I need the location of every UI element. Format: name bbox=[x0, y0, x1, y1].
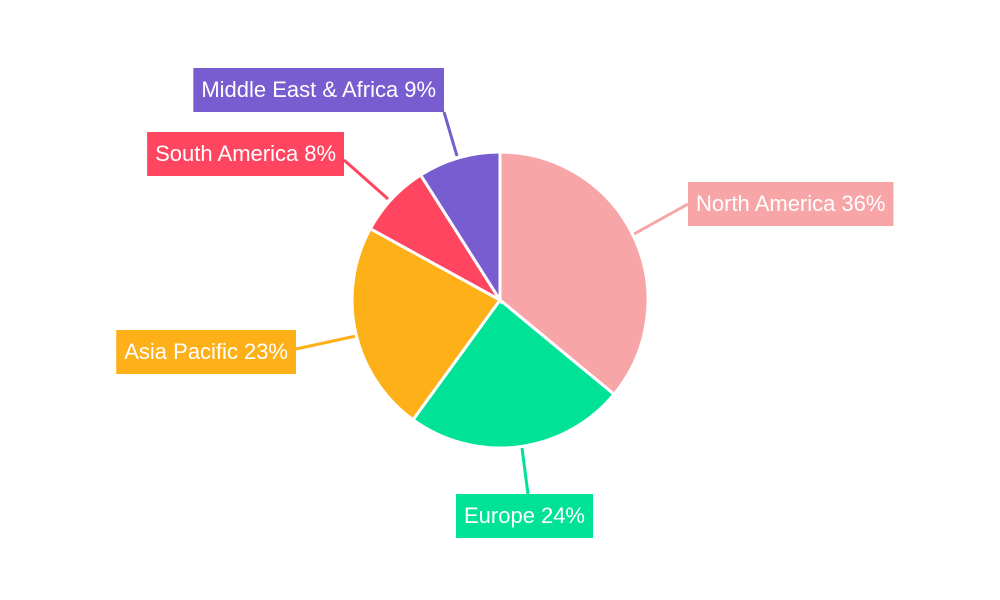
label-category: South America bbox=[155, 141, 299, 166]
slices bbox=[350, 150, 650, 450]
slice-label: Middle East & Africa 9% bbox=[193, 68, 444, 112]
label-connector bbox=[633, 202, 689, 236]
label-category: North America bbox=[696, 191, 836, 216]
label-category: Middle East & Africa bbox=[201, 77, 399, 102]
label-value: 9% bbox=[404, 77, 436, 102]
slice-label: North America 36% bbox=[688, 182, 894, 226]
label-value: 8% bbox=[304, 141, 336, 166]
label-box bbox=[456, 494, 593, 538]
label-text: North America 36% bbox=[696, 191, 885, 216]
label-value: 23% bbox=[244, 339, 288, 364]
pie-slice bbox=[410, 297, 617, 450]
label-category: Asia Pacific bbox=[124, 339, 238, 364]
label-text: South America 8% bbox=[155, 141, 336, 166]
label-box bbox=[193, 68, 444, 112]
slice-label: Asia Pacific 23% bbox=[116, 330, 296, 374]
label-box bbox=[116, 330, 296, 374]
label-box bbox=[688, 182, 894, 226]
slice-label: South America 8% bbox=[147, 132, 344, 176]
label-text: Europe 24% bbox=[464, 503, 585, 528]
label-connector bbox=[295, 334, 357, 351]
label-connector bbox=[343, 158, 389, 201]
connectors bbox=[295, 111, 689, 495]
label-connector bbox=[520, 447, 530, 495]
pie-slice bbox=[498, 150, 650, 397]
label-box bbox=[147, 132, 344, 176]
slice-label: Europe 24% bbox=[456, 494, 593, 538]
label-category: Europe bbox=[464, 503, 535, 528]
label-connector bbox=[442, 111, 459, 157]
pie-slice bbox=[350, 226, 503, 422]
labels: North America 36% Europe 24% Asia Pacific 23%… bbox=[116, 68, 894, 538]
label-value: 24% bbox=[541, 503, 585, 528]
label-text: Asia Pacific 23% bbox=[124, 339, 288, 364]
label-text: Middle East & Africa 9% bbox=[201, 77, 436, 102]
label-value: 36% bbox=[841, 191, 885, 216]
pie-slice bbox=[418, 150, 502, 306]
